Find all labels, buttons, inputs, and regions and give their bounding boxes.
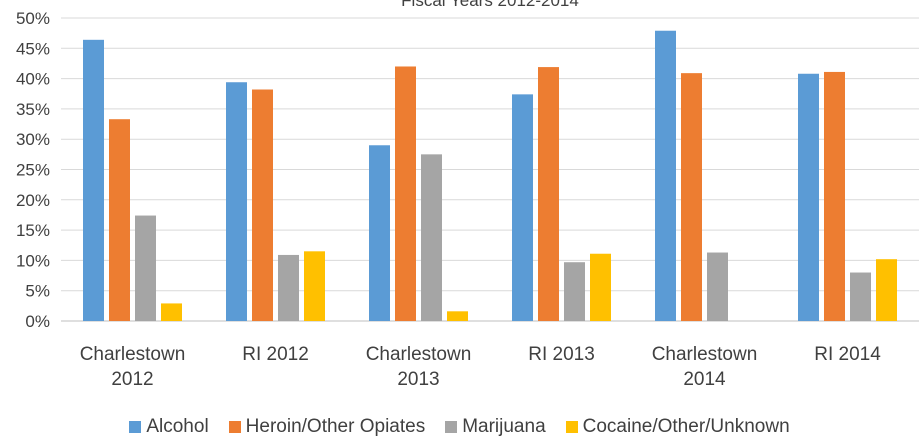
legend-item: Marijuana — [445, 416, 546, 438]
bar-marijuana — [135, 215, 156, 321]
x-category-label: 2013 — [397, 369, 439, 390]
chart-title: Fiscal Years 2012-2014 — [401, 0, 579, 10]
bar-heroin-other-opiates — [681, 73, 702, 322]
bar-cocaine-other-unknown — [876, 259, 897, 321]
x-category-label: Charlestown — [80, 344, 186, 365]
chart-legend: Alcohol Heroin/Other Opiates Marijuana Coca… — [0, 416, 919, 438]
legend-swatch — [228, 421, 241, 433]
bar-heroin-other-opiates — [538, 67, 559, 321]
y-tick-label: 0% — [25, 312, 50, 331]
legend-swatch — [445, 421, 458, 433]
bar-alcohol — [798, 73, 819, 321]
x-category-label: 2012 — [111, 369, 153, 390]
y-tick-label: 30% — [16, 130, 50, 149]
bar-alcohol — [369, 145, 390, 321]
legend-item: Alcohol — [129, 416, 209, 438]
legend-label: Cocaine/Other/Unknown — [582, 416, 790, 437]
legend-item: Heroin/Other Opiates — [228, 416, 426, 438]
bar-chart: Fiscal Years 2012-2014 0% 5% 10% 15% 20% 25% 3… — [16, 0, 919, 390]
x-category-label: Charlestown — [366, 344, 472, 365]
y-tick-label: 15% — [16, 221, 50, 240]
bar-heroin-other-opiates — [109, 119, 130, 322]
y-tick-label: 10% — [16, 251, 50, 270]
x-category-label: 2014 — [683, 369, 726, 390]
bar-alcohol — [655, 30, 676, 321]
y-tick-label: 50% — [16, 9, 50, 28]
y-tick-label: 35% — [16, 100, 50, 119]
y-tick-label: 20% — [16, 191, 50, 210]
x-category-label: RI 2013 — [528, 344, 595, 365]
bar-alcohol — [83, 39, 104, 321]
bar-cocaine-other-unknown — [590, 253, 611, 321]
legend-swatch — [129, 421, 142, 433]
y-tick-label: 25% — [16, 161, 50, 180]
legend-label: Marijuana — [462, 416, 546, 437]
bar-heroin-other-opiates — [395, 66, 416, 321]
bar-marijuana — [707, 252, 728, 321]
x-category-label: RI 2014 — [814, 344, 881, 365]
bar-marijuana — [850, 272, 871, 321]
y-tick-label: 45% — [16, 39, 50, 58]
legend-item: Cocaine/Other/Unknown — [565, 416, 790, 438]
bar-heroin-other-opiates — [824, 71, 845, 322]
bar-cocaine-other-unknown — [304, 251, 325, 321]
x-category-label: RI 2012 — [242, 344, 309, 365]
bar-cocaine-other-unknown — [447, 311, 468, 321]
bar-marijuana — [278, 254, 299, 321]
legend-label: Alcohol — [146, 416, 209, 437]
x-category-label: Charlestown — [652, 344, 758, 365]
bar-marijuana — [564, 262, 585, 321]
bar-heroin-other-opiates — [252, 89, 273, 322]
legend-swatch — [565, 421, 578, 433]
legend-label: Heroin/Other Opiates — [245, 416, 426, 437]
bar-alcohol — [512, 94, 533, 321]
bar-marijuana — [421, 154, 442, 321]
bar-cocaine-other-unknown — [161, 303, 182, 321]
y-tick-label: 40% — [16, 70, 50, 89]
y-tick-label: 5% — [25, 282, 50, 301]
bar-alcohol — [226, 82, 247, 322]
